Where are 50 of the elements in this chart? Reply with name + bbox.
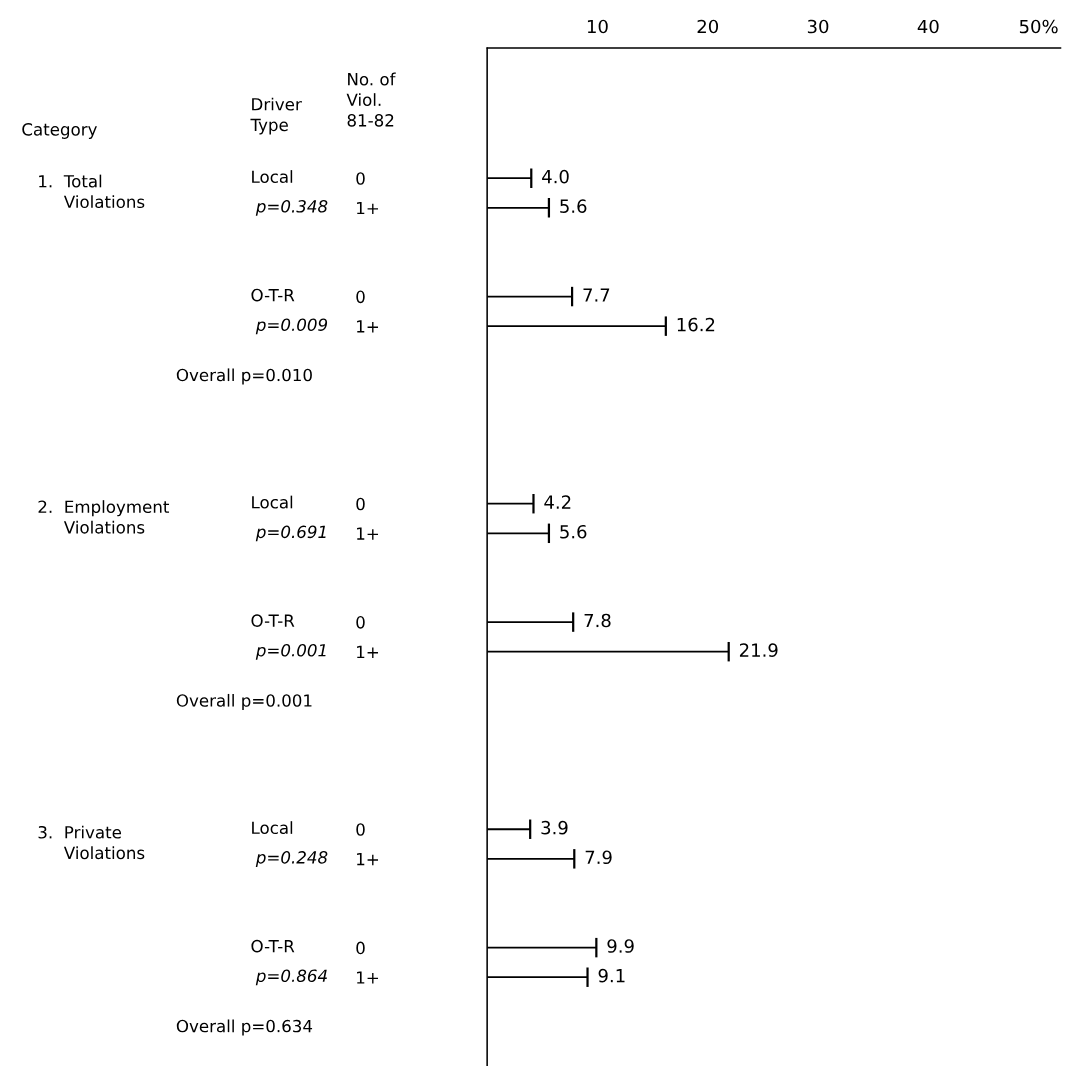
- text: O-T-R: [251, 614, 295, 627]
- text: p=0.009: [255, 318, 328, 335]
- text: p=0.001: [255, 643, 326, 660]
- data-label: 9.9: [607, 939, 634, 953]
- text: Local: [252, 495, 293, 509]
- x2-tick-label: 10: [587, 19, 608, 34]
- y-tick-label: 1+: [357, 527, 379, 540]
- y-tick-label: 1+: [357, 853, 379, 866]
- data-label: 9.1: [598, 968, 625, 983]
- data-label: 16.2: [677, 317, 715, 332]
- data-label: 7.8: [584, 613, 611, 628]
- text: Overall p=0.010: [176, 368, 312, 385]
- text: Local: [252, 821, 293, 835]
- y-tick-label: 0: [356, 616, 365, 629]
- y-tick-label: 0: [356, 290, 365, 304]
- text: O-T-R: [251, 288, 295, 302]
- y-tick-label: 0: [356, 823, 365, 836]
- y-tick-label: 1+: [357, 971, 379, 984]
- y-tick-label: 0: [356, 497, 365, 511]
- y-tick-label: 1+: [357, 201, 379, 215]
- text: 2. Employment Violations: [38, 500, 170, 534]
- text: Local: [252, 170, 293, 184]
- data-label: 3.9: [541, 820, 568, 835]
- x2-tick-label: 50%: [1019, 19, 1058, 34]
- text: p=0.864: [255, 969, 327, 986]
- x2-tick-label: 20: [697, 19, 719, 34]
- data-label: 7.7: [583, 288, 610, 302]
- text: Overall p=0.634: [176, 1019, 313, 1036]
- text: No. of Viol. 81-82: [346, 72, 396, 127]
- y-tick-label: 0: [356, 941, 365, 955]
- x2-tick-label: 40: [917, 19, 939, 34]
- data-label: 5.6: [560, 199, 587, 214]
- text: p=0.248: [255, 851, 328, 867]
- text: p=0.691: [255, 525, 326, 542]
- text: p=0.348: [255, 200, 328, 216]
- data-label: 7.9: [585, 850, 612, 865]
- data-label: 4.2: [544, 495, 571, 509]
- y-tick-label: 1+: [357, 320, 379, 333]
- text: O-T-R: [251, 939, 295, 953]
- y-tick-label: 0: [356, 172, 365, 185]
- text: Overall p=0.001: [176, 693, 312, 711]
- y-tick-label: 1+: [357, 645, 379, 659]
- text: Category: [22, 123, 97, 139]
- text: Driver Type: [250, 97, 302, 135]
- data-label: 5.6: [560, 524, 587, 539]
- data-label: 21.9: [739, 643, 778, 657]
- text: 3. Private Violations: [38, 825, 145, 860]
- x2-tick-label: 30: [807, 19, 829, 34]
- text: 1. Total Violations: [39, 174, 145, 209]
- data-label: 4.0: [542, 169, 569, 184]
